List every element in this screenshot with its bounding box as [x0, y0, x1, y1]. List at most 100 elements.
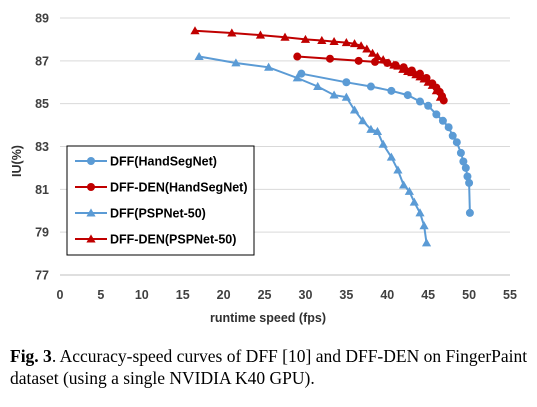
- data-point: [387, 86, 396, 95]
- legend-item: DFF-DEN(HandSegNet): [75, 181, 248, 195]
- data-point: [423, 77, 433, 86]
- x-tick-label: 0: [57, 288, 64, 302]
- data-point: [465, 208, 474, 217]
- data-point: [313, 81, 323, 90]
- data-point: [372, 126, 383, 135]
- data-point: [463, 172, 472, 181]
- x-tick-label: 30: [299, 288, 313, 302]
- data-point: [419, 221, 429, 230]
- data-point: [341, 38, 351, 47]
- data-point: [292, 73, 302, 82]
- data-point: [349, 39, 360, 48]
- legend-marker: [86, 208, 96, 217]
- legend-marker: [87, 183, 95, 191]
- data-point: [409, 197, 419, 206]
- y-tick-label: 83: [35, 140, 49, 154]
- y-tick-label: 87: [35, 54, 49, 68]
- series-0: [297, 69, 474, 217]
- legend-label: DFF-DEN(PSPNet-50): [110, 233, 236, 247]
- data-point: [378, 55, 388, 64]
- data-point: [393, 61, 403, 70]
- data-point: [378, 139, 388, 148]
- data-point: [341, 92, 351, 101]
- x-tick-label: 15: [176, 288, 190, 302]
- data-point: [415, 208, 425, 217]
- data-point: [444, 123, 453, 132]
- data-point: [190, 26, 200, 35]
- data-point: [349, 105, 360, 114]
- data-point: [399, 180, 409, 189]
- accuracy-speed-chart: 77 79 81 83 85 87 89 0 5 10 15 20 25 30 35 40 45 50 55 IU…: [10, 12, 517, 326]
- data-point: [329, 90, 339, 99]
- legend-item: DFF(PSPNet-50): [75, 207, 206, 221]
- x-axis-tick-labels: 0 5 10 15 20 25 30 35 40 45 50 55: [57, 288, 517, 302]
- data-point: [366, 124, 376, 133]
- data-point: [293, 52, 302, 61]
- chart-series: [190, 26, 474, 247]
- series-2: [194, 51, 432, 247]
- legend-marker: [86, 234, 96, 243]
- data-point: [456, 148, 465, 157]
- data-point: [358, 116, 368, 125]
- caption-label: Fig. 3: [10, 346, 52, 366]
- legend-box: [66, 145, 255, 256]
- x-tick-label: 50: [462, 288, 476, 302]
- data-point: [300, 34, 311, 43]
- data-point: [227, 28, 237, 37]
- x-tick-label: 45: [421, 288, 435, 302]
- data-point: [342, 78, 351, 87]
- y-axis-tick-labels: 77 79 81 83 85 87 89: [35, 12, 49, 283]
- data-point: [317, 35, 327, 44]
- data-point: [438, 116, 447, 125]
- chart-legend: DFF(HandSegNet) DFF-DEN(HandSegNet) DFF(PS…: [66, 145, 255, 256]
- y-axis-title: IU(%): [10, 145, 24, 177]
- y-tick-label: 79: [35, 226, 49, 240]
- legend-label: DFF(HandSegNet): [110, 155, 217, 169]
- data-point: [416, 97, 424, 106]
- data-point: [404, 186, 414, 195]
- data-point: [398, 64, 408, 73]
- data-point: [372, 51, 383, 60]
- y-tick-label: 81: [35, 183, 49, 197]
- data-point: [431, 86, 441, 95]
- data-point: [421, 238, 432, 247]
- data-point: [461, 163, 470, 172]
- x-tick-label: 35: [339, 288, 353, 302]
- data-point: [329, 36, 339, 46]
- caption-text: . Accuracy-speed curves of DFF [10] and …: [10, 346, 528, 388]
- x-tick-label: 10: [135, 288, 149, 302]
- data-point: [356, 41, 366, 50]
- data-point: [326, 54, 334, 63]
- y-tick-label: 77: [35, 269, 49, 283]
- data-point: [231, 58, 241, 67]
- y-tick-label: 85: [35, 97, 49, 111]
- data-point: [386, 152, 396, 161]
- data-point: [427, 80, 437, 89]
- data-point: [194, 51, 204, 60]
- legend-label: DFF-DEN(HandSegNet): [110, 181, 248, 195]
- data-point: [354, 56, 363, 65]
- data-point: [424, 101, 433, 110]
- data-point: [384, 58, 394, 67]
- series-3: [190, 26, 446, 101]
- x-tick-label: 25: [258, 288, 272, 302]
- data-point: [452, 138, 461, 147]
- legend-label: DFF(PSPNet-50): [110, 207, 206, 221]
- legend-item: DFF-DEN(PSPNet-50): [75, 233, 236, 247]
- legend-marker: [87, 157, 95, 165]
- data-point: [367, 48, 378, 57]
- x-tick-label: 20: [217, 288, 231, 302]
- x-tick-label: 40: [380, 288, 394, 302]
- data-point: [280, 32, 290, 41]
- x-tick-label: 55: [503, 288, 517, 302]
- figure-caption: Fig. 3. Accuracy-speed curves of DFF [10…: [10, 345, 530, 389]
- data-point: [403, 91, 412, 100]
- data-point: [459, 157, 468, 166]
- data-point: [465, 178, 474, 187]
- x-axis-title: runtime speed (fps): [210, 311, 326, 325]
- data-point: [419, 74, 429, 83]
- data-point: [264, 62, 274, 71]
- data-point: [448, 131, 457, 140]
- x-tick-label: 5: [97, 288, 104, 302]
- legend-item: DFF(HandSegNet): [75, 155, 217, 169]
